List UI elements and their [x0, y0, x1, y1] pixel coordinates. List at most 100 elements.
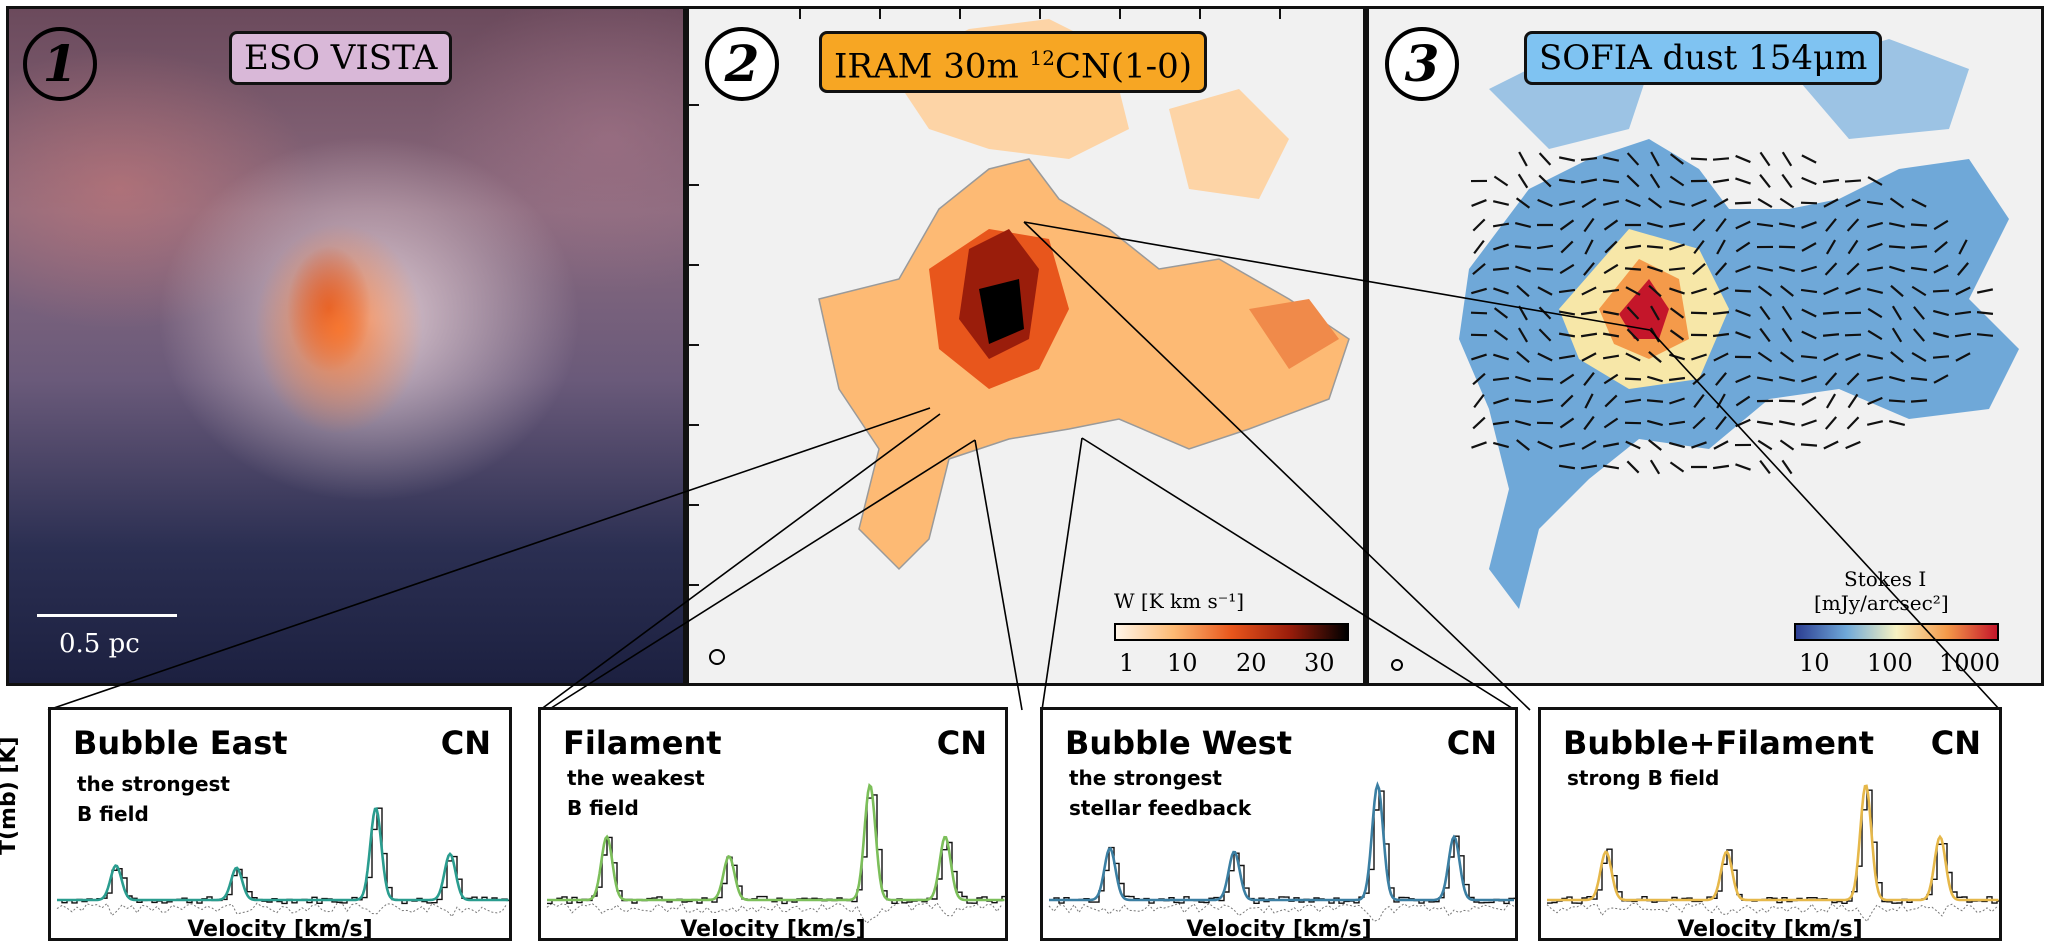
polarization-vector [1759, 305, 1771, 321]
spectra-y-axis-label: T(mb) [K] [0, 736, 21, 855]
polarization-vector [1778, 420, 1796, 426]
polarization-vector [1801, 242, 1817, 252]
colorbar-label: W [K km s⁻¹] [1114, 589, 1245, 613]
polarization-vector [1778, 265, 1796, 273]
panel-number: 1 [23, 27, 97, 101]
polarization-vector [1824, 262, 1838, 276]
residual-line [1546, 902, 1998, 923]
polarization-vector [1735, 463, 1751, 471]
polarization-vector [1624, 398, 1642, 404]
axis-ticks-top [689, 9, 1363, 19]
spectrum-x-label: Velocity [km/s] [187, 917, 373, 941]
polarization-vector [1690, 311, 1708, 315]
spectrum-bubble-west: Bubble West CN the strongest stellar fee… [1040, 707, 1518, 941]
spectrum-molecule: CN [440, 724, 491, 762]
polarization-vector [1781, 151, 1793, 167]
polarization-vector [1781, 173, 1793, 189]
axis-ticks-left [689, 9, 699, 683]
colorbar-tick: 20 [1236, 649, 1267, 677]
polarization-vector [1669, 287, 1685, 295]
polarization-vector [1800, 443, 1818, 447]
polarization-vector [1867, 242, 1883, 252]
polarization-vector [1822, 333, 1840, 337]
polarization-vector [1625, 198, 1641, 208]
polarization-vector [1692, 218, 1706, 232]
polarization-vector [1976, 333, 1994, 337]
polarization-vector [1692, 262, 1706, 276]
polarization-vector [1823, 440, 1839, 450]
polarization-vector [1735, 154, 1751, 164]
polarization-vector [1712, 178, 1730, 184]
polarization-vector [1693, 239, 1705, 255]
polarization-vector [1537, 440, 1553, 450]
polarization-vector [1847, 393, 1859, 409]
polarization-vector [1558, 332, 1576, 338]
polarization-vector [1602, 442, 1620, 448]
panel-number: 3 [1385, 27, 1459, 101]
polarization-vector [1910, 266, 1928, 272]
polarization-vector [1757, 439, 1773, 451]
polarization-vector [1759, 459, 1771, 475]
polarization-vector [1910, 399, 1928, 403]
polarization-vector [1650, 151, 1660, 167]
polarization-vector [1471, 441, 1487, 449]
polarization-vector [1538, 328, 1552, 342]
spectrum-molecule: CN [1930, 724, 1981, 762]
polarization-vector [1801, 308, 1817, 318]
hfs-fit-line [1049, 781, 1514, 902]
polarization-vector [1867, 176, 1883, 186]
colorbar-tick: 1000 [1939, 649, 2001, 677]
polarization-vector [1778, 222, 1796, 228]
polarization-vector [1625, 352, 1641, 362]
polarization-vector [1492, 200, 1510, 206]
polarization-vector [1559, 417, 1575, 429]
polarization-vector [1847, 239, 1859, 255]
polarization-vector [1558, 156, 1576, 162]
polarization-vector [1536, 398, 1554, 404]
polarization-vector [1473, 393, 1485, 409]
panel-number: 2 [705, 27, 779, 101]
spectrum-filament: Filament CN the weakest B field Velocity… [538, 707, 1008, 941]
polarization-vector [1932, 355, 1950, 359]
polarization-vector [1602, 178, 1620, 184]
polarization-vector [1781, 305, 1793, 321]
polarization-vector [1911, 285, 1927, 297]
polarization-vector [1756, 420, 1774, 426]
polarization-vector [1583, 415, 1595, 431]
polarization-vector [1602, 200, 1620, 206]
polarization-vector [1603, 417, 1619, 429]
spectrum-molecule: CN [936, 724, 987, 762]
polarization-vector [1846, 218, 1860, 232]
polarization-vector [1669, 175, 1685, 187]
hfs-fit-line [547, 782, 1005, 902]
polarization-vector [1471, 199, 1487, 207]
polarization-vector [1560, 394, 1574, 408]
polarization-vector [1822, 178, 1840, 184]
polarization-vector [1584, 393, 1594, 409]
polarization-vector [1933, 219, 1949, 231]
polarization-vector [1801, 265, 1817, 273]
spectrum-bubble-filament: Bubble+Filament CN strong B field Veloci… [1538, 707, 2002, 941]
polarization-vector [1846, 262, 1860, 276]
polarization-vector [1602, 354, 1620, 360]
polarization-vector [1888, 399, 1906, 403]
polarization-vector [1668, 200, 1686, 206]
polarization-vector [1626, 460, 1640, 474]
polarization-vector [1801, 176, 1817, 186]
polarization-vector [1691, 199, 1707, 207]
polarization-vector [1518, 151, 1528, 167]
polarization-vector [1976, 311, 1994, 315]
polarization-vector [1668, 267, 1686, 271]
polarization-vector [1602, 464, 1620, 470]
polarization-vector [1932, 309, 1950, 317]
spectrum-subtitle: B field [567, 796, 639, 820]
colorbar-label-line2: [mJy/arcsec²] [1814, 591, 1949, 615]
colorbar [1114, 623, 1349, 641]
polarization-vector [1713, 286, 1729, 296]
polarization-vector [1712, 464, 1730, 470]
polarization-vector [1716, 239, 1726, 255]
polarization-vector [1957, 262, 1969, 276]
polarization-vector [1801, 154, 1817, 164]
polarization-vector [1538, 152, 1552, 166]
polarization-vector [1712, 311, 1730, 315]
